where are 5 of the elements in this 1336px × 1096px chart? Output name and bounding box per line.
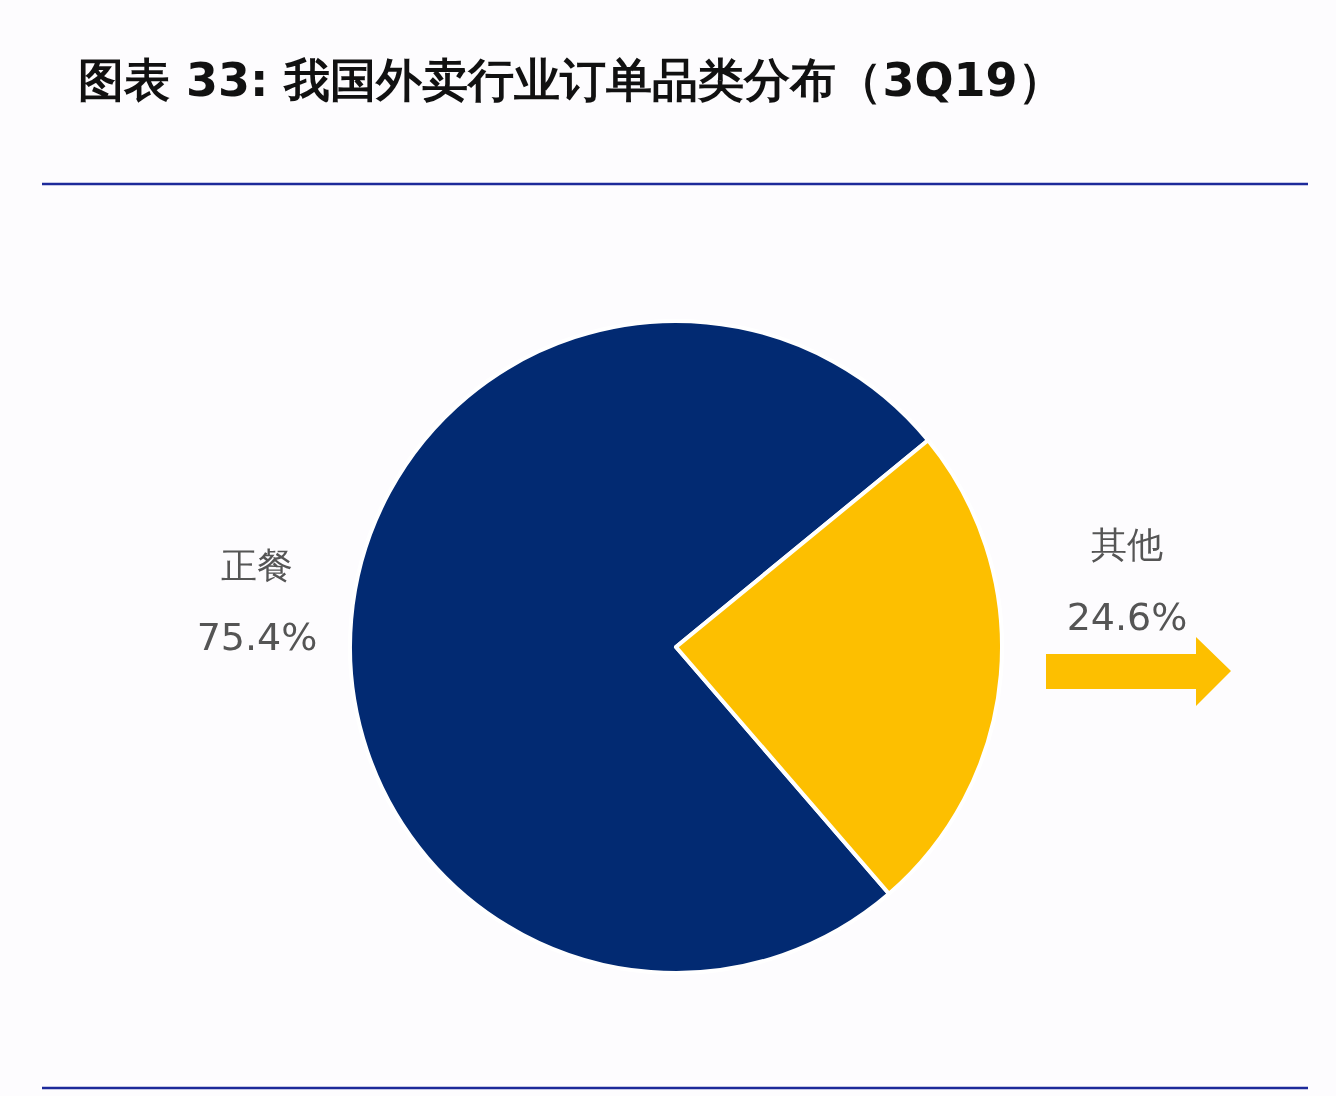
data-label: 24.6% — [1066, 595, 1188, 639]
data-label: 75.4% — [196, 615, 318, 659]
chart-title: 图表 33: 我国外卖行业订单品类分布（3Q19） — [78, 53, 1064, 107]
slice-label: 其他 — [1091, 524, 1163, 565]
slice-label: 正餐 — [221, 545, 293, 586]
